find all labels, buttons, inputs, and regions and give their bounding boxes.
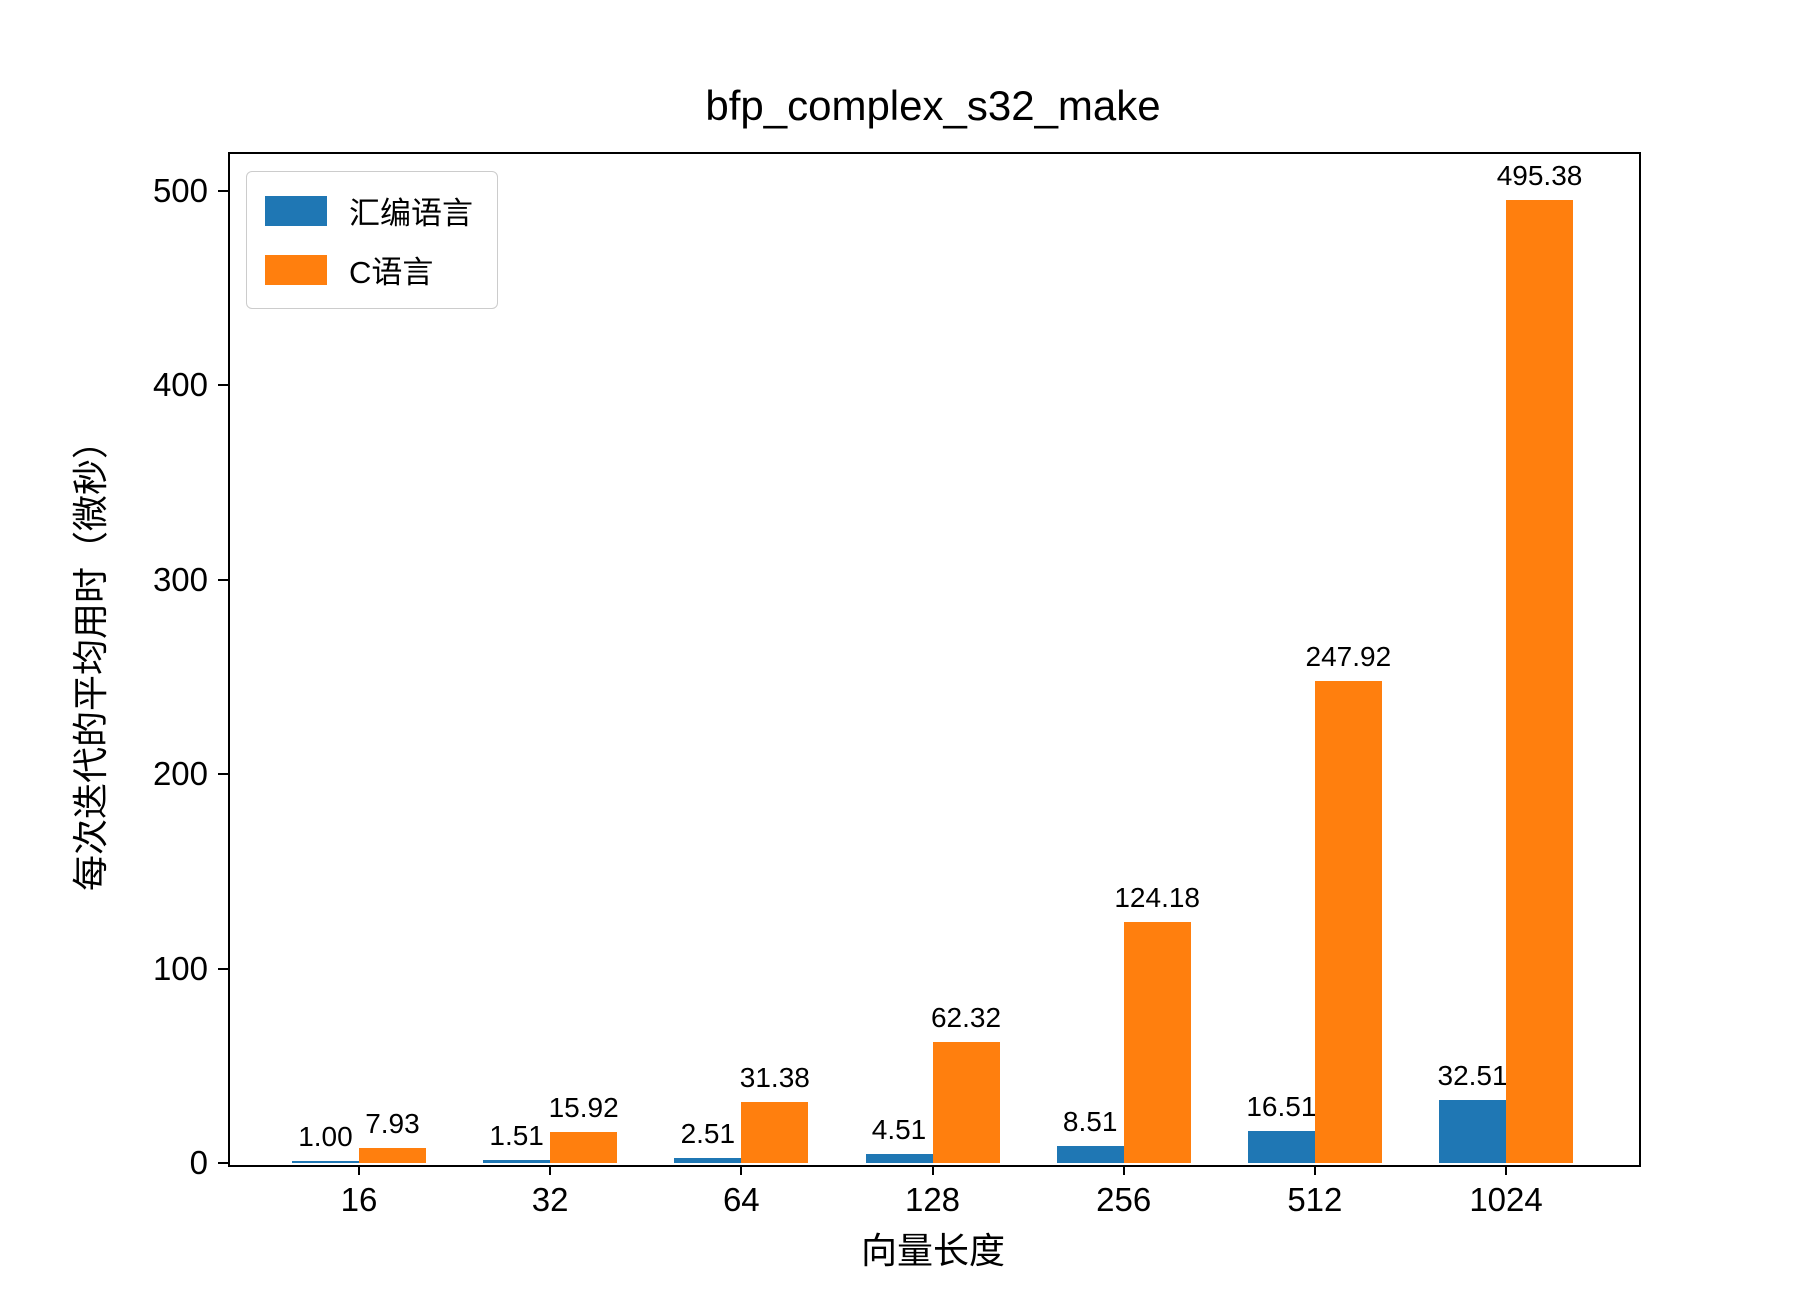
bar-value-label-assembly-256: 8.51 xyxy=(1062,1106,1118,1137)
x-tick-label-128: 128 xyxy=(904,1181,961,1218)
y-tick-label-100: 100 xyxy=(152,949,208,987)
bar-assembly-64 xyxy=(674,1158,742,1163)
plot-area xyxy=(228,152,1641,1167)
y-tick-mark-300 xyxy=(218,578,228,581)
y-tick-label-200: 200 xyxy=(152,755,208,793)
bar-value-label-c-32: 15.92 xyxy=(548,1092,619,1123)
bar-c-32 xyxy=(550,1132,618,1163)
bar-c-16 xyxy=(358,1148,426,1163)
bar-value-label-assembly-64: 2.51 xyxy=(680,1118,736,1149)
y-tick-label-500: 500 xyxy=(152,171,208,209)
x-tick-mark-16 xyxy=(357,1165,360,1175)
bar-assembly-32 xyxy=(483,1160,551,1163)
bar-assembly-128 xyxy=(865,1154,933,1163)
y-axis-label: 每次迭代的平均用时（微秒） xyxy=(70,422,111,892)
y-tick-label-0: 0 xyxy=(189,1144,208,1181)
x-tick-label-1024: 1024 xyxy=(1469,1181,1543,1218)
bar-value-label-c-1024: 495.38 xyxy=(1496,160,1583,191)
x-tick-mark-1024 xyxy=(1505,1165,1508,1175)
bar-c-128 xyxy=(932,1042,1000,1163)
bar-value-label-assembly-512: 16.51 xyxy=(1246,1091,1317,1122)
x-tick-label-64: 64 xyxy=(722,1181,760,1218)
bar-value-label-assembly-16: 1.00 xyxy=(298,1121,353,1152)
y-tick-mark-0 xyxy=(218,1162,228,1164)
bar-assembly-1024 xyxy=(1439,1100,1507,1163)
x-tick-label-256: 256 xyxy=(1096,1181,1152,1218)
x-tick-mark-512 xyxy=(1313,1165,1316,1175)
bar-c-512 xyxy=(1314,681,1382,1163)
bar-value-label-c-128: 62.32 xyxy=(930,1002,1002,1033)
legend-swatch-assembly xyxy=(265,195,327,226)
legend-label-c: C语言 xyxy=(349,255,434,290)
bar-value-label-assembly-128: 4.51 xyxy=(871,1114,927,1145)
x-tick-label-32: 32 xyxy=(531,1181,569,1218)
bar-assembly-16 xyxy=(291,1161,359,1163)
chart-title: bfp_complex_s32_make xyxy=(705,82,1161,129)
y-tick-label-400: 400 xyxy=(152,366,208,404)
bar-value-label-c-512: 247.92 xyxy=(1305,641,1392,672)
y-tick-mark-200 xyxy=(218,773,228,776)
x-tick-mark-32 xyxy=(549,1165,552,1175)
y-tick-mark-400 xyxy=(218,384,228,387)
legend-entry-assembly: 汇编语言 xyxy=(265,188,473,233)
y-tick-mark-100 xyxy=(218,967,228,970)
bar-c-256 xyxy=(1123,922,1191,1163)
x-tick-mark-256 xyxy=(1122,1165,1125,1175)
bar-value-label-c-64: 31.38 xyxy=(739,1062,810,1093)
y-tick-label-300: 300 xyxy=(152,560,208,598)
bar-value-label-c-16: 7.93 xyxy=(365,1108,420,1139)
bar-assembly-512 xyxy=(1247,1131,1315,1163)
x-axis-label: 向量长度 xyxy=(860,1230,1006,1271)
bar-value-label-c-256: 124.18 xyxy=(1114,882,1200,913)
y-tick-mark-500 xyxy=(218,189,228,192)
bar-c-64 xyxy=(741,1102,809,1163)
bar-c-1024 xyxy=(1506,200,1574,1163)
x-tick-mark-128 xyxy=(931,1165,934,1175)
x-tick-label-16: 16 xyxy=(340,1181,378,1218)
legend-swatch-c xyxy=(265,254,327,285)
bar-value-label-assembly-32: 1.51 xyxy=(489,1120,544,1151)
x-tick-mark-64 xyxy=(740,1165,743,1175)
bar-value-label-assembly-1024: 32.51 xyxy=(1437,1060,1508,1091)
legend: 汇编语言 C语言 xyxy=(246,171,498,309)
legend-label-assembly: 汇编语言 xyxy=(349,196,473,231)
x-tick-label-512: 512 xyxy=(1287,1181,1343,1218)
bar-assembly-256 xyxy=(1056,1146,1124,1163)
legend-entry-c: C语言 xyxy=(265,247,473,292)
